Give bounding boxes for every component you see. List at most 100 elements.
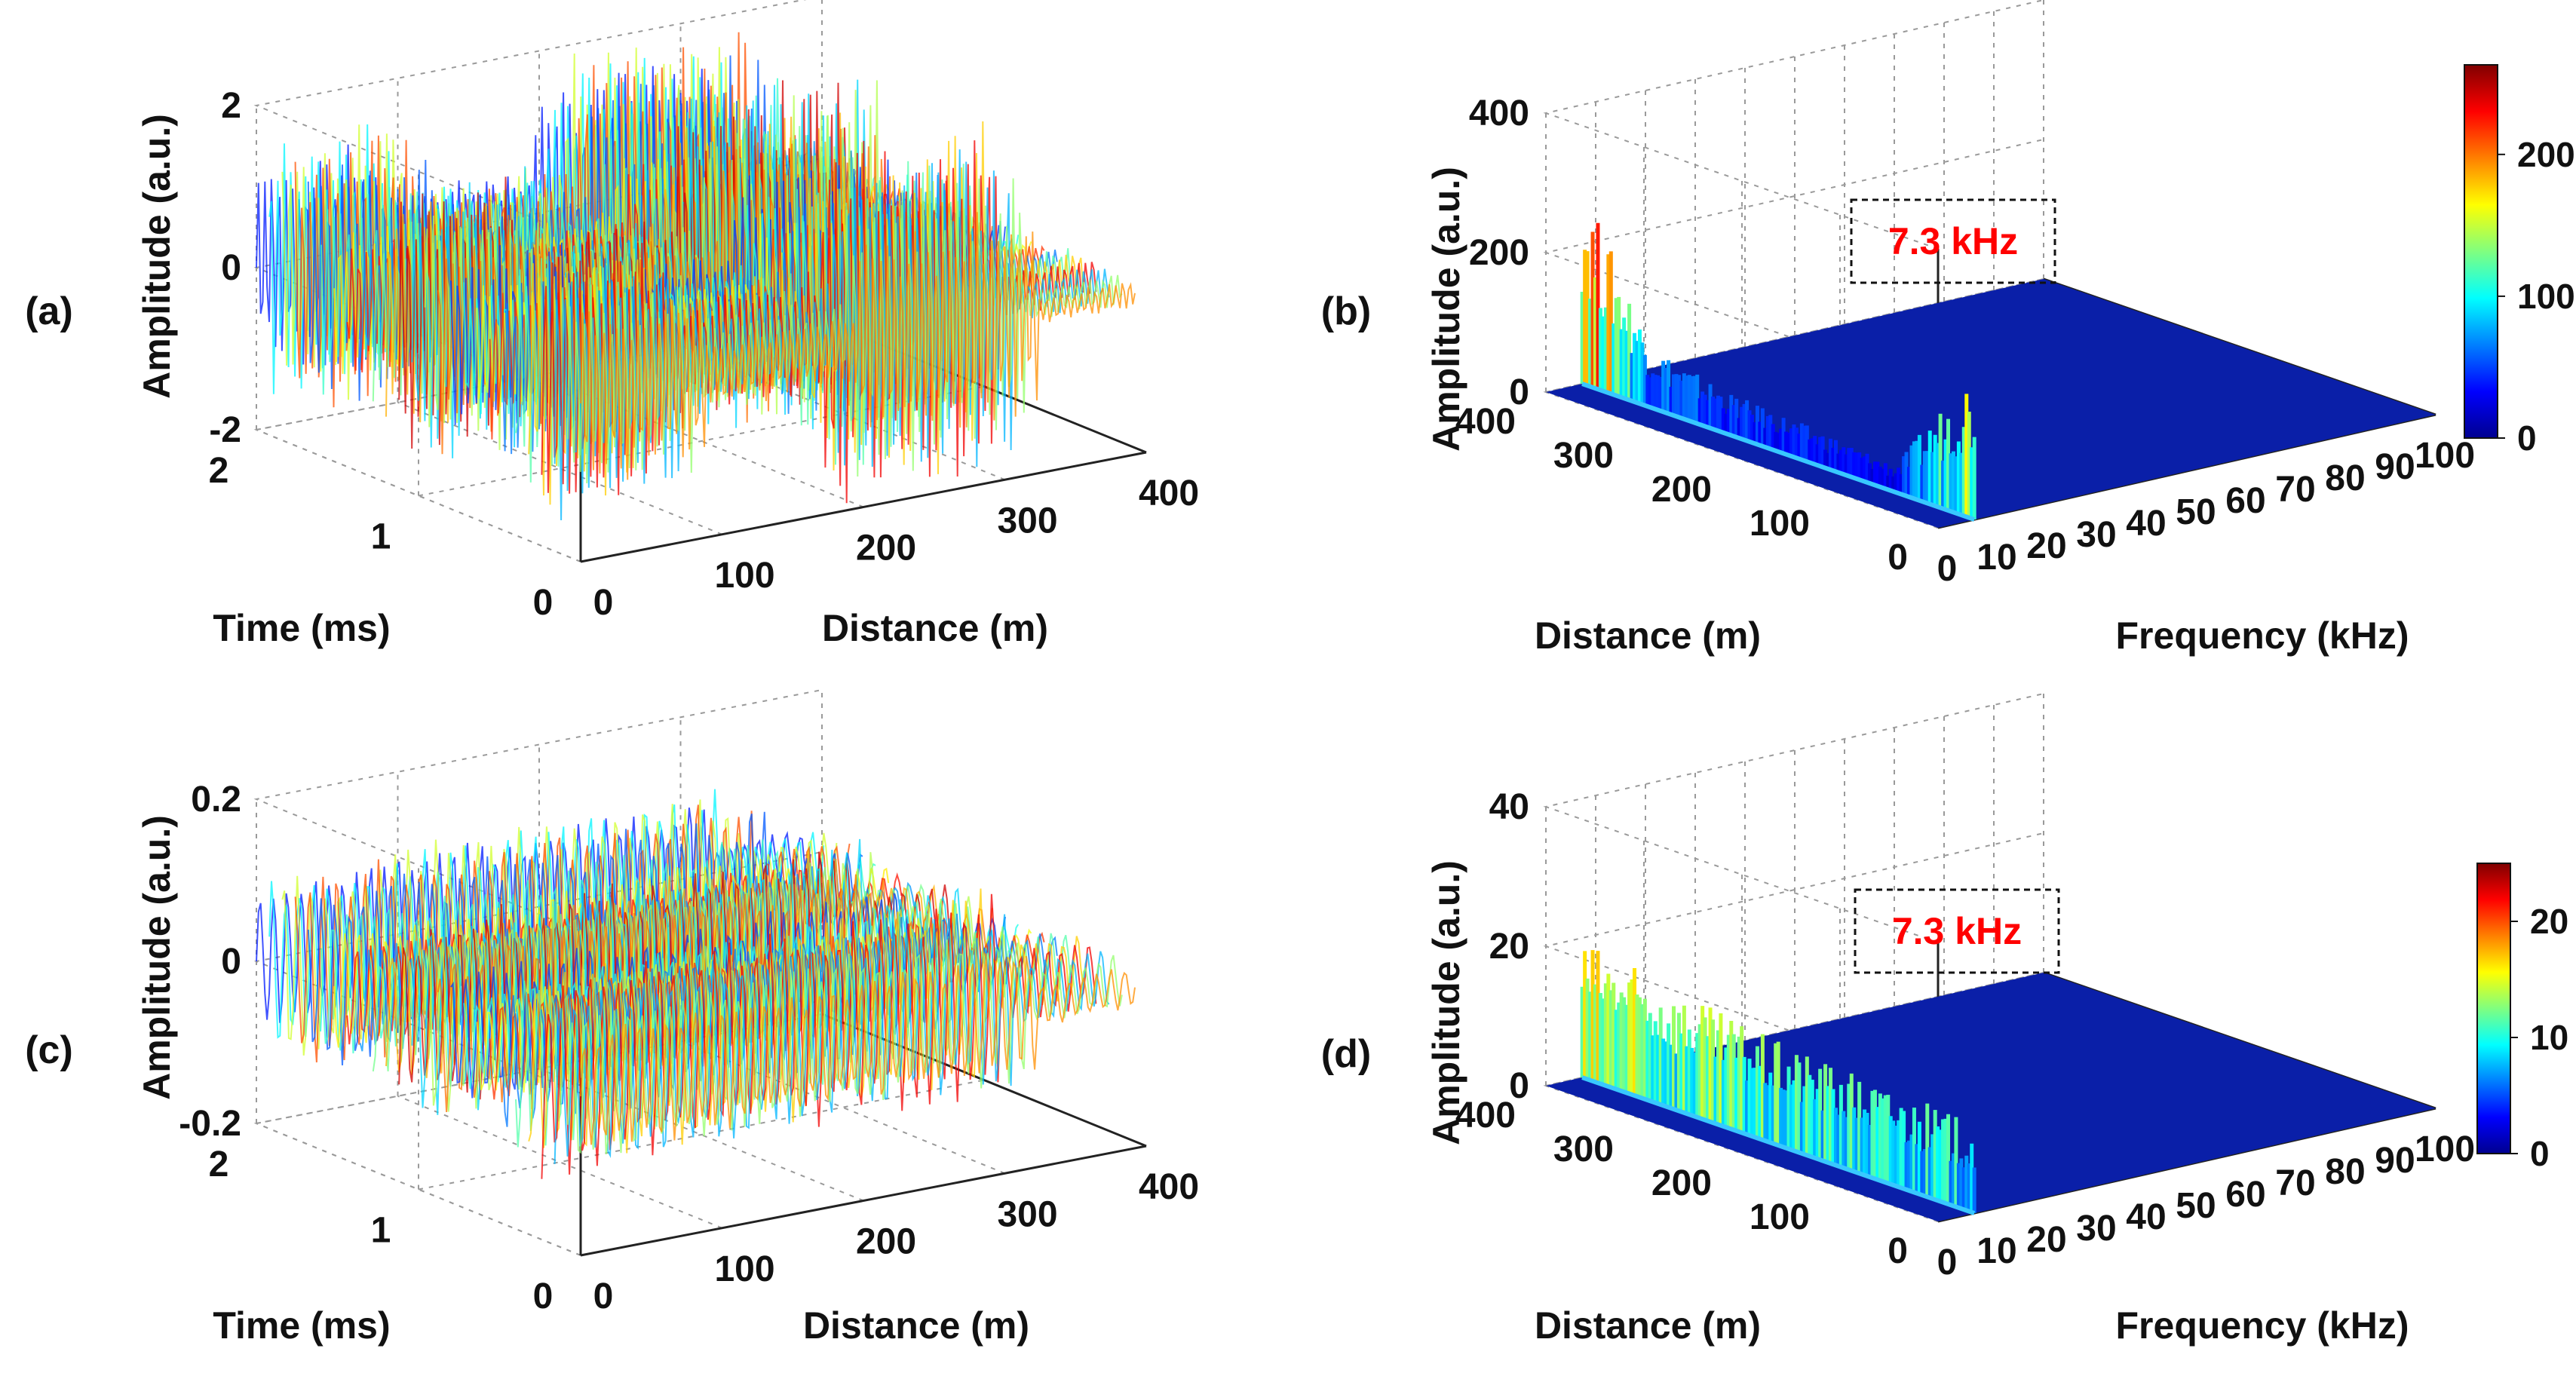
panel-label: (a): [25, 290, 73, 333]
z-tick-label: 0: [221, 248, 241, 288]
gridline: [253, 0, 807, 238]
y-tick-label: 300: [1553, 1129, 1614, 1169]
colorbar-tick-label: 10: [2530, 1018, 2568, 1057]
spectrum-peaks: [1580, 950, 1976, 1214]
x-tick-label: 100: [714, 556, 774, 596]
z-tick-label: 0: [1509, 1066, 1529, 1106]
waveform-line: [580, 212, 1136, 480]
waveform-line: [580, 953, 1136, 1145]
z-axis-title: Amplitude (a.u.): [136, 815, 178, 1100]
spectrum-floor: [1546, 973, 2436, 1221]
x-tick-label: 10: [1976, 1231, 2016, 1271]
gridline: [418, 385, 985, 497]
x-tick-label: 200: [856, 529, 916, 568]
y-tick-label: 0: [533, 1276, 554, 1316]
panel-label: (d): [1321, 1032, 1371, 1076]
x-tick-label: 20: [2026, 1220, 2066, 1260]
y-tick-label: 1: [371, 517, 391, 557]
annotation-box: [1850, 198, 2056, 284]
waveform-line: [541, 893, 1097, 1179]
x-tick-label: 70: [2275, 1163, 2315, 1203]
z-tick-label: 40: [1489, 787, 1529, 827]
x-tick-label: 90: [2375, 1141, 2415, 1181]
y-tick-label: 0: [533, 583, 554, 623]
x-tick-label: 0: [593, 1276, 614, 1316]
z-tick-label: 2: [221, 86, 241, 126]
y-tick-label: 1: [371, 1211, 391, 1251]
x-tick-label: 50: [2176, 1186, 2216, 1226]
gridline: [1543, 0, 2044, 250]
colorbar-tick-label: 20: [2530, 902, 2568, 941]
z-tick-label: -0.2: [179, 1104, 241, 1144]
x-tick-label: 60: [2225, 1175, 2265, 1215]
x-tick-label: 30: [2076, 1209, 2116, 1249]
colorbar: [2476, 863, 2511, 1154]
panel-label: (c): [25, 1028, 73, 1072]
z-tick-label: -2: [209, 410, 241, 450]
x-tick-label: 400: [1139, 1167, 1199, 1207]
y-tick-label: 400: [1455, 1096, 1516, 1135]
y-axis-title: Time (ms): [213, 1304, 390, 1347]
waveform-traces: [256, 32, 1136, 521]
y-tick-label: 300: [1553, 436, 1614, 476]
z-tick-label: 0: [1509, 372, 1529, 412]
ridge-line: [1581, 1075, 1976, 1215]
axis-line: [580, 451, 1147, 563]
x-tick-label: 80: [2325, 458, 2365, 498]
x-tick-label: 30: [2076, 515, 2116, 555]
waveform-traces: [256, 789, 1136, 1179]
x-axis-title: Distance (m): [822, 607, 1048, 649]
colorbar-tick-label: 200: [2517, 135, 2575, 174]
axis-line: [580, 1145, 1147, 1257]
panel-1: 0 10 20 30 40 50 60 70 80 90 100010020030040002004…: [1321, 0, 2575, 657]
x-tick-label: 60: [2225, 481, 2265, 521]
spectrum-peaks: [1580, 222, 1976, 520]
x-tick-label: 80: [2325, 1152, 2365, 1192]
x-tick-label: 50: [2176, 492, 2216, 532]
gridline: [418, 1079, 985, 1191]
x-tick-label: 90: [2375, 447, 2415, 487]
z-tick-label: 0: [221, 942, 241, 982]
x-tick-label: 0: [593, 583, 614, 623]
y-tick-label: 0: [1888, 538, 1908, 578]
z-tick-label: 400: [1469, 93, 1529, 133]
waveform-line: [554, 914, 1110, 1164]
y-tick-label: 2: [209, 1145, 229, 1184]
x-tick-label: 0: [1937, 1243, 1958, 1283]
x-tick-label: 100: [2415, 1129, 2475, 1169]
panel-2: 0 100 200 300 400 0 1 2-0.2 0 0.2 Distance (m) Time…: [25, 689, 1199, 1347]
annotation-text: 7.3 kHz: [1888, 220, 2018, 262]
ridge-line: [1581, 382, 1976, 522]
annotation-box: [1854, 888, 2060, 974]
x-tick-label: 10: [1976, 538, 2016, 578]
spectrum-floor: [1546, 279, 2436, 528]
x-tick-label: 100: [714, 1249, 774, 1289]
x-tick-label: 300: [997, 1194, 1057, 1234]
z-axis-title: Amplitude (a.u.): [1425, 860, 1467, 1145]
z-tick-label: 0.2: [191, 780, 241, 820]
x-tick-label: 0: [1937, 549, 1958, 589]
y-axis-title: Time (ms): [213, 607, 390, 649]
x-tick-label: 20: [2026, 526, 2066, 566]
colorbar-tick-label: 100: [2517, 277, 2575, 316]
annotation-text: 7.3 kHz: [1892, 910, 2022, 952]
colorbar: [2464, 64, 2498, 439]
x-tick-label: 200: [856, 1222, 916, 1262]
y-axis-title: Distance (m): [1535, 614, 1761, 657]
x-tick-label: 40: [2126, 1197, 2166, 1237]
y-tick-label: 0: [1888, 1231, 1908, 1271]
x-axis-title: Frequency (kHz): [2116, 614, 2409, 657]
x-tick-label: 400: [1139, 473, 1199, 513]
z-tick-label: 20: [1489, 927, 1529, 967]
y-tick-label: 2: [209, 451, 229, 491]
x-axis-title: Frequency (kHz): [2116, 1304, 2409, 1347]
x-tick-label: 100: [2415, 436, 2475, 476]
z-axis-title: Amplitude (a.u.): [136, 114, 178, 399]
panel-label: (b): [1321, 290, 1371, 333]
z-tick-label: 200: [1469, 233, 1529, 273]
gridline: [1543, 693, 2044, 943]
colorbar-tick-label: 0: [2517, 418, 2537, 458]
x-tick-label: 70: [2275, 470, 2315, 510]
